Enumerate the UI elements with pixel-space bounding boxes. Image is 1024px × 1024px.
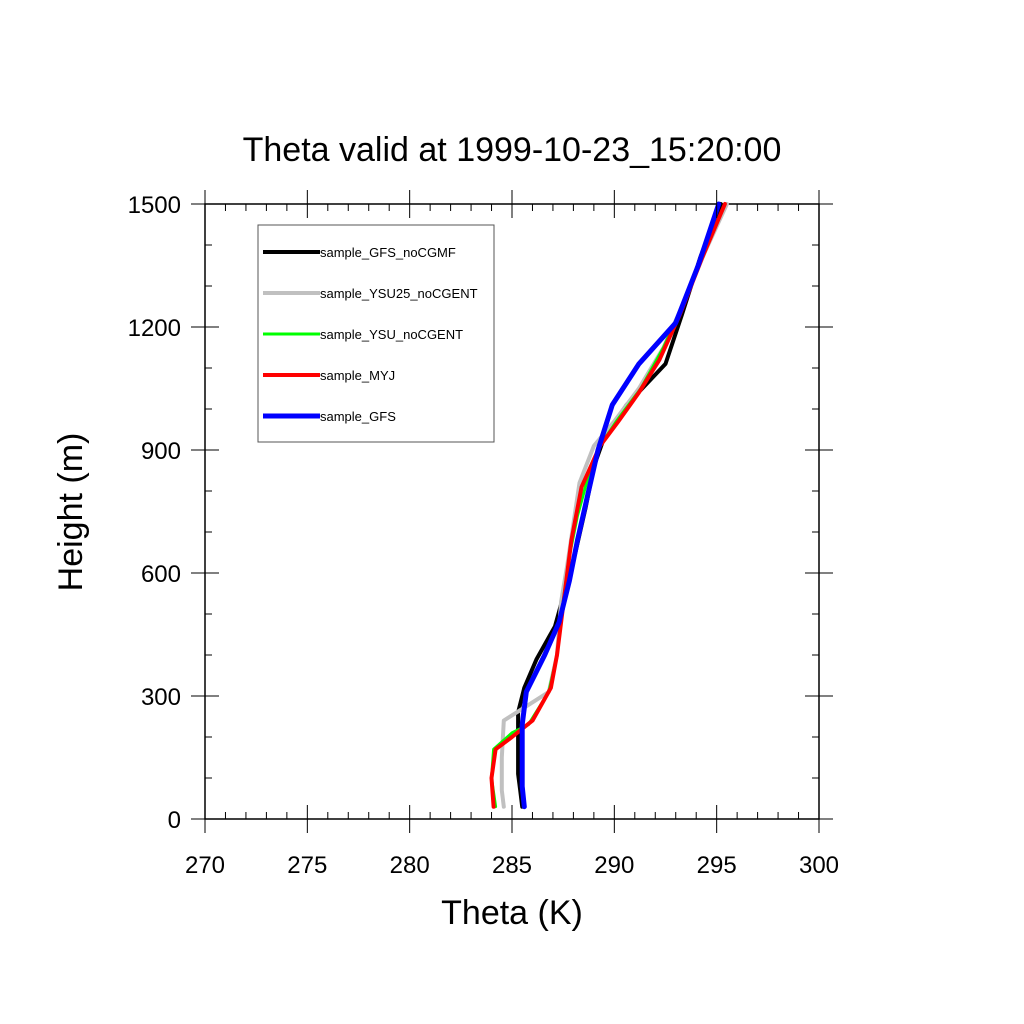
legend-entry-label: sample_MYJ bbox=[320, 368, 395, 383]
legend-entry-label: sample_YSU25_noCGENT bbox=[320, 286, 478, 301]
x-tick-label: 280 bbox=[390, 852, 430, 879]
y-tick-label: 0 bbox=[168, 807, 181, 834]
x-axis-label: Theta (K) bbox=[441, 894, 583, 932]
series-layer bbox=[489, 201, 729, 810]
x-tick-label: 270 bbox=[185, 852, 225, 879]
x-tick-label: 290 bbox=[594, 852, 634, 879]
legend: sample_GFS_noCGMF sample_YSU25_noCGENTsam… bbox=[257, 224, 495, 443]
y-tick-label: 900 bbox=[141, 438, 181, 465]
legend-entry-label: sample_GFS bbox=[320, 409, 396, 424]
y-axis-label: Height (m) bbox=[52, 433, 90, 592]
x-tick-label: 295 bbox=[697, 852, 737, 879]
y-tick-label: 1500 bbox=[128, 192, 181, 219]
legend-entry-label: sample_YSU_noCGENT bbox=[320, 327, 463, 342]
y-tick-label: 600 bbox=[141, 561, 181, 588]
series-line-sample-myj bbox=[489, 202, 727, 809]
ticks-layer: 270 275 280 285 290 295 300 0 300 600 900 1200 1500 bbox=[128, 190, 839, 879]
x-tick-label: 300 bbox=[799, 852, 839, 879]
x-tick-label: 285 bbox=[492, 852, 532, 879]
chart-title: Theta valid at 1999-10-23_15:20:00 bbox=[243, 131, 782, 169]
series-line-sample-gfs-nocgmf bbox=[516, 202, 723, 809]
series-line-sample-gfs bbox=[519, 201, 722, 810]
y-tick-label: 1200 bbox=[128, 315, 181, 342]
x-tick-label: 275 bbox=[287, 852, 327, 879]
y-tick-label: 300 bbox=[141, 684, 181, 711]
legend-entry-label: sample_GFS_noCGMF bbox=[320, 245, 456, 260]
